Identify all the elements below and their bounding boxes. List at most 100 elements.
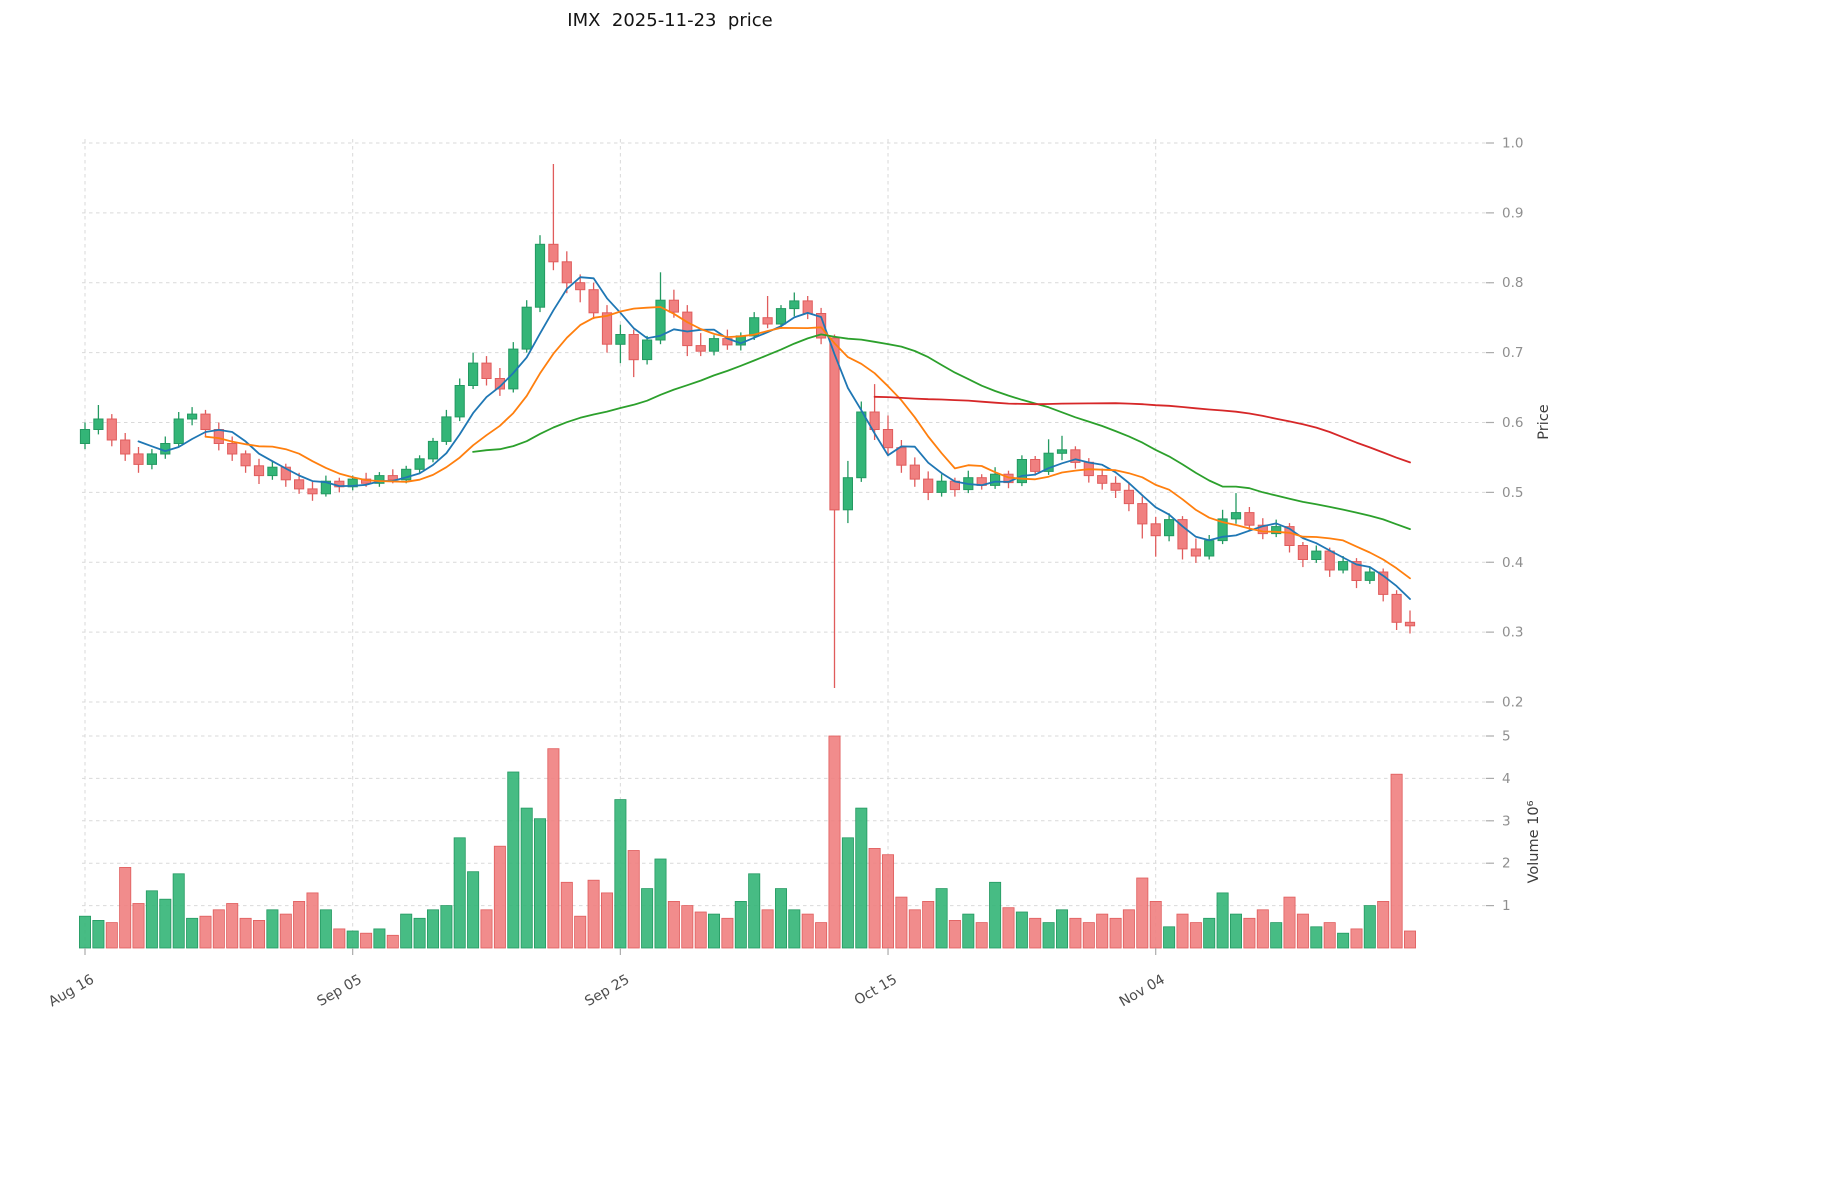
volume-tick-label: 2 [1502,856,1511,872]
volume-bar [105,922,118,949]
volume-bar [1029,917,1042,949]
volume-bar [989,881,1002,949]
volume-bar [132,903,145,949]
volume-bar [761,909,774,949]
candle-body [762,317,773,325]
candle-body [1177,519,1188,550]
candle-body [521,306,532,350]
volume-bar [908,909,921,949]
candle-body [267,466,278,477]
volume-bar [1136,877,1149,949]
candle-body [534,243,546,308]
price-tick-label: 0.9 [1502,205,1523,221]
candle-body [816,313,827,339]
volume-bar [159,898,172,949]
volume-bar [815,922,828,949]
volume-bar [400,913,413,949]
candle-body [882,429,894,449]
x-tick-label: Oct 15 [852,972,900,1009]
volume-bar [360,932,373,949]
candle-body [682,311,693,347]
volume-bar [467,871,480,949]
volume-bar [922,901,935,949]
volume-bar [948,920,961,949]
volume-bar [1230,913,1243,949]
candle-body [615,334,626,345]
candle-body [200,413,211,431]
volume-tick-label: 4 [1502,771,1511,787]
volume-bar [681,905,694,949]
candle-body [280,466,291,481]
candle-body [1204,540,1215,557]
volume-bar [1203,917,1216,949]
candle-body [1123,489,1135,505]
volume-bar [1122,909,1135,949]
volume-bar [895,896,908,949]
x-tick-label: Sep 05 [315,972,365,1010]
candle-body [1364,571,1375,581]
candle-body [468,362,479,387]
candle-body [1271,526,1282,535]
candle-body [1070,449,1081,463]
candle-body [1338,561,1349,571]
volume-bar [252,920,265,949]
ma-line-ma60 [873,395,1411,464]
volume-bar [654,858,667,949]
candle-body [307,488,318,495]
volume-bar [1243,917,1256,949]
axis-tick-labels: 0.2 0.3 0.4 0.5 0.6 0.7 0.8 0.9 1.0 1 2 3 4 5 Aug 16 Se… [46,136,1523,1011]
volume-bar [788,909,801,949]
price-tick-label: 0.7 [1502,345,1523,361]
candle-body [387,475,398,481]
volume-bar [413,917,426,949]
candle-body [414,458,425,470]
volume-bar [319,909,332,949]
candle-body [294,479,305,490]
candle-body [1056,449,1068,454]
price-axis-title: Price [1536,404,1552,439]
candle-body [106,418,117,441]
price-tick-label: 0.3 [1502,625,1523,641]
price-tick-label: 0.4 [1502,555,1523,571]
candle-body [789,300,800,310]
volume-bar [534,818,547,949]
candle-body [655,299,666,341]
candle-body [1217,518,1228,542]
volume-bar [226,903,239,949]
volume-bar [627,850,640,949]
volume-bar [79,915,92,949]
volume-bar [92,920,105,949]
volume-bar [1377,901,1390,949]
price-tick-label: 0.5 [1502,485,1523,501]
volume-bar [574,915,587,949]
candle-body [802,300,813,314]
candle-body [1257,524,1268,535]
volume-tick-label: 5 [1502,729,1511,745]
candle-body [1324,550,1335,571]
candle-body [187,413,198,420]
candle-body [856,411,867,479]
candle-body [601,312,613,345]
candle-body [1230,512,1242,520]
volume-bar [1296,913,1309,949]
volume-bar [1163,926,1176,949]
volume-bar [1310,926,1323,949]
candle-body [1351,561,1362,581]
volume-bar [507,771,520,949]
volume-bar [266,909,279,949]
candle-body [1190,548,1202,557]
volume-bar [386,934,399,949]
candle-body [454,385,465,418]
candle-body [749,317,760,337]
volume-bar [962,913,975,949]
volume-bar [1015,911,1028,949]
candle-body [936,480,947,493]
volume-bar [1323,922,1336,949]
candle-body [628,334,639,361]
candle-body [1404,621,1416,627]
volume-bar [1056,909,1069,949]
volume-bar [1404,930,1417,949]
x-tick-label: Nov 04 [1117,972,1168,1011]
candle-body [401,468,412,481]
